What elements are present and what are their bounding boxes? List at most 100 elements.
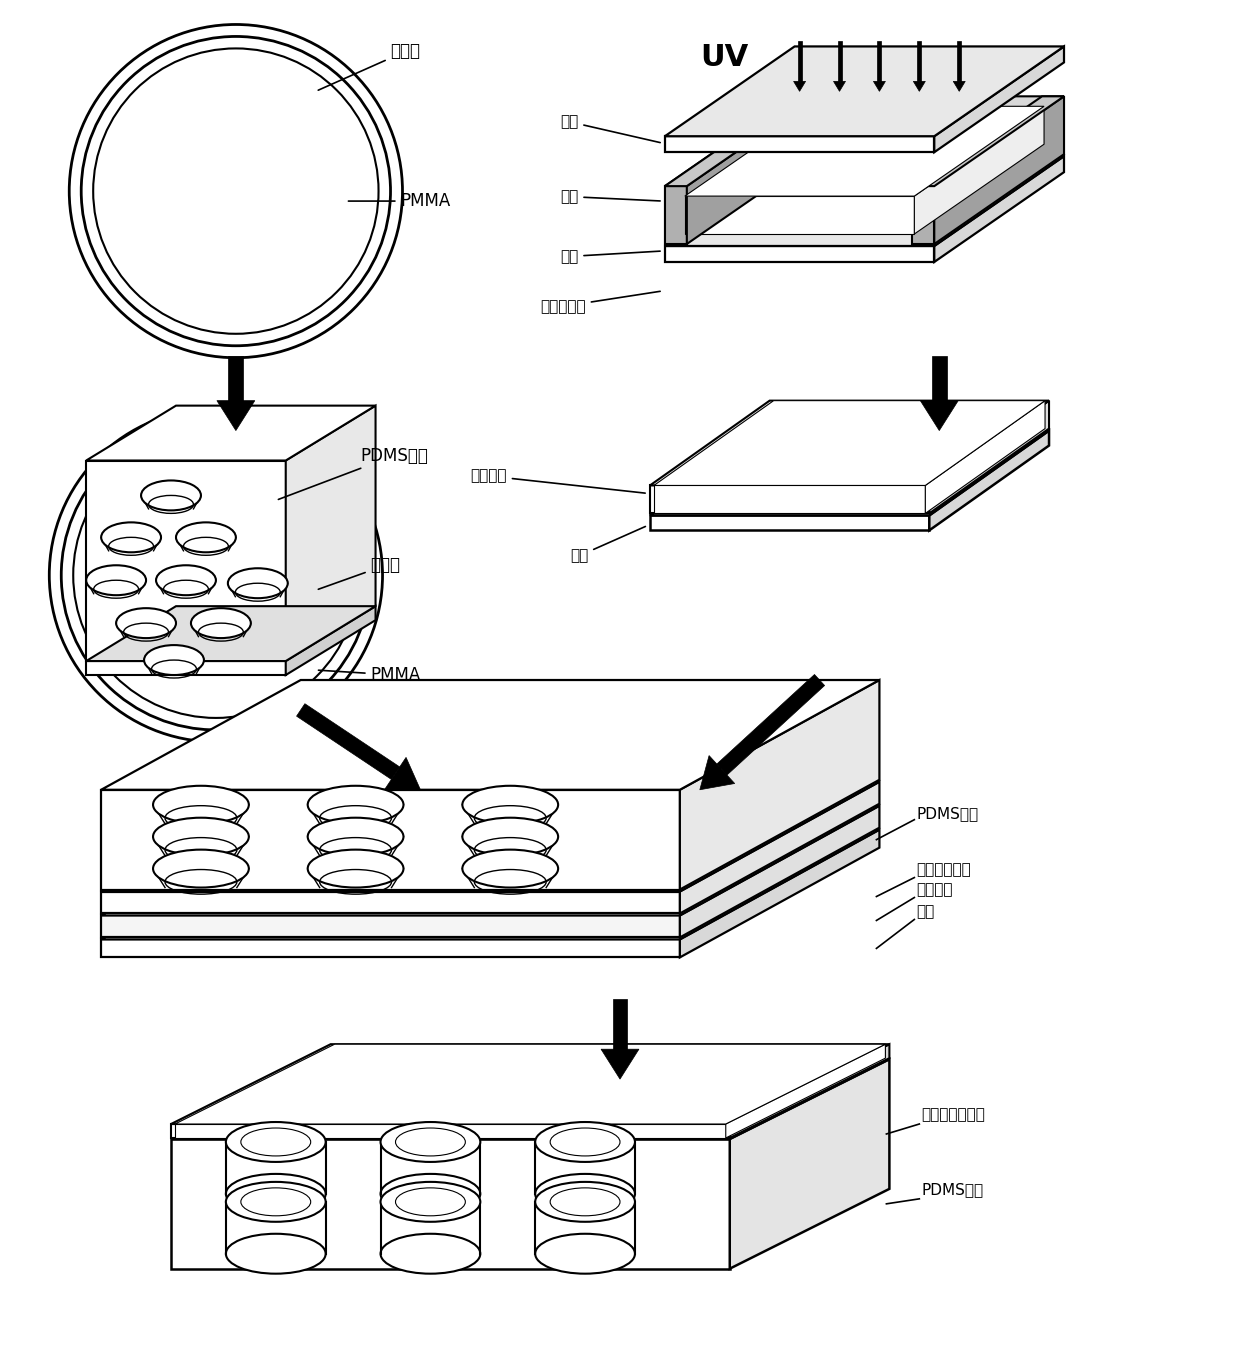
Polygon shape — [650, 431, 1049, 515]
Polygon shape — [680, 830, 879, 957]
Polygon shape — [171, 1045, 889, 1124]
Polygon shape — [665, 246, 934, 261]
Polygon shape — [102, 891, 680, 913]
Polygon shape — [918, 41, 921, 81]
Text: 黏胶层: 黏胶层 — [319, 556, 401, 589]
Polygon shape — [102, 782, 879, 891]
Polygon shape — [285, 405, 376, 661]
Text: PDMS微坑: PDMS微坑 — [916, 806, 978, 820]
Polygon shape — [175, 1045, 885, 1124]
Text: PMMA: PMMA — [348, 192, 451, 209]
Polygon shape — [171, 1139, 730, 1269]
Ellipse shape — [117, 608, 176, 638]
Polygon shape — [665, 137, 934, 152]
Polygon shape — [650, 515, 929, 530]
Ellipse shape — [176, 523, 236, 552]
Ellipse shape — [87, 565, 146, 596]
Polygon shape — [87, 405, 376, 460]
Polygon shape — [684, 196, 914, 234]
Text: 玻片: 玻片 — [570, 527, 645, 563]
Polygon shape — [878, 41, 882, 81]
Text: 黏胶层: 黏胶层 — [319, 42, 420, 90]
Text: PDMS微坑: PDMS微坑 — [278, 446, 429, 500]
Ellipse shape — [536, 1173, 635, 1214]
Ellipse shape — [226, 1123, 326, 1162]
Polygon shape — [87, 661, 285, 675]
Ellipse shape — [153, 817, 249, 856]
Ellipse shape — [536, 1123, 635, 1162]
Polygon shape — [653, 401, 1045, 486]
Polygon shape — [717, 675, 825, 775]
Polygon shape — [102, 830, 879, 939]
Polygon shape — [680, 806, 879, 938]
Polygon shape — [285, 606, 376, 675]
Polygon shape — [102, 939, 680, 957]
Text: PMMA: PMMA — [319, 665, 420, 684]
Ellipse shape — [153, 850, 249, 887]
Polygon shape — [837, 41, 842, 81]
Text: 图案化黏胶层: 图案化黏胶层 — [916, 862, 971, 878]
Polygon shape — [386, 757, 420, 790]
Text: PDMS微坑: PDMS微坑 — [921, 1181, 983, 1197]
Polygon shape — [217, 401, 254, 431]
Polygon shape — [934, 96, 1064, 244]
Ellipse shape — [381, 1233, 480, 1273]
Ellipse shape — [536, 1181, 635, 1221]
Polygon shape — [228, 356, 243, 401]
Ellipse shape — [463, 850, 558, 887]
Text: 玻片: 玻片 — [560, 249, 660, 264]
Polygon shape — [730, 1045, 889, 1138]
Ellipse shape — [308, 850, 403, 887]
Polygon shape — [171, 1060, 889, 1139]
Polygon shape — [102, 806, 879, 916]
Ellipse shape — [191, 608, 250, 638]
Text: 超疏水层: 超疏水层 — [470, 468, 645, 493]
Polygon shape — [665, 47, 1064, 137]
Ellipse shape — [156, 565, 216, 596]
Polygon shape — [650, 401, 1049, 486]
Polygon shape — [934, 47, 1064, 152]
Text: 超疏水层: 超疏水层 — [916, 883, 952, 898]
Polygon shape — [914, 107, 1044, 234]
Polygon shape — [730, 1060, 889, 1269]
Polygon shape — [102, 790, 680, 890]
Ellipse shape — [102, 523, 161, 552]
Text: 玻片: 玻片 — [916, 905, 935, 920]
Polygon shape — [929, 431, 1049, 530]
Polygon shape — [934, 156, 1064, 261]
Polygon shape — [954, 81, 965, 92]
Polygon shape — [665, 186, 687, 244]
Polygon shape — [680, 782, 879, 913]
Ellipse shape — [381, 1181, 480, 1221]
Ellipse shape — [226, 1181, 326, 1221]
Polygon shape — [699, 756, 734, 790]
Polygon shape — [175, 1124, 725, 1138]
Polygon shape — [957, 41, 961, 81]
Ellipse shape — [536, 1233, 635, 1273]
Polygon shape — [87, 460, 285, 661]
Text: 预聚物溶液: 预聚物溶液 — [541, 292, 660, 314]
Ellipse shape — [308, 786, 403, 824]
Polygon shape — [833, 81, 846, 92]
Text: UV: UV — [699, 44, 748, 73]
Text: 玻片: 玻片 — [560, 114, 660, 142]
Polygon shape — [873, 81, 885, 92]
Polygon shape — [687, 96, 817, 244]
Ellipse shape — [141, 481, 201, 511]
Polygon shape — [653, 486, 925, 513]
Ellipse shape — [381, 1173, 480, 1214]
Polygon shape — [794, 81, 806, 92]
Polygon shape — [296, 704, 399, 779]
Polygon shape — [102, 680, 879, 790]
Polygon shape — [925, 401, 1045, 513]
Polygon shape — [665, 156, 1064, 246]
Polygon shape — [665, 96, 817, 186]
Polygon shape — [929, 401, 1049, 513]
Polygon shape — [913, 96, 1064, 186]
Polygon shape — [650, 486, 929, 513]
Ellipse shape — [381, 1123, 480, 1162]
Polygon shape — [171, 1124, 730, 1138]
Polygon shape — [665, 186, 934, 244]
Ellipse shape — [226, 1173, 326, 1214]
Ellipse shape — [228, 568, 288, 598]
